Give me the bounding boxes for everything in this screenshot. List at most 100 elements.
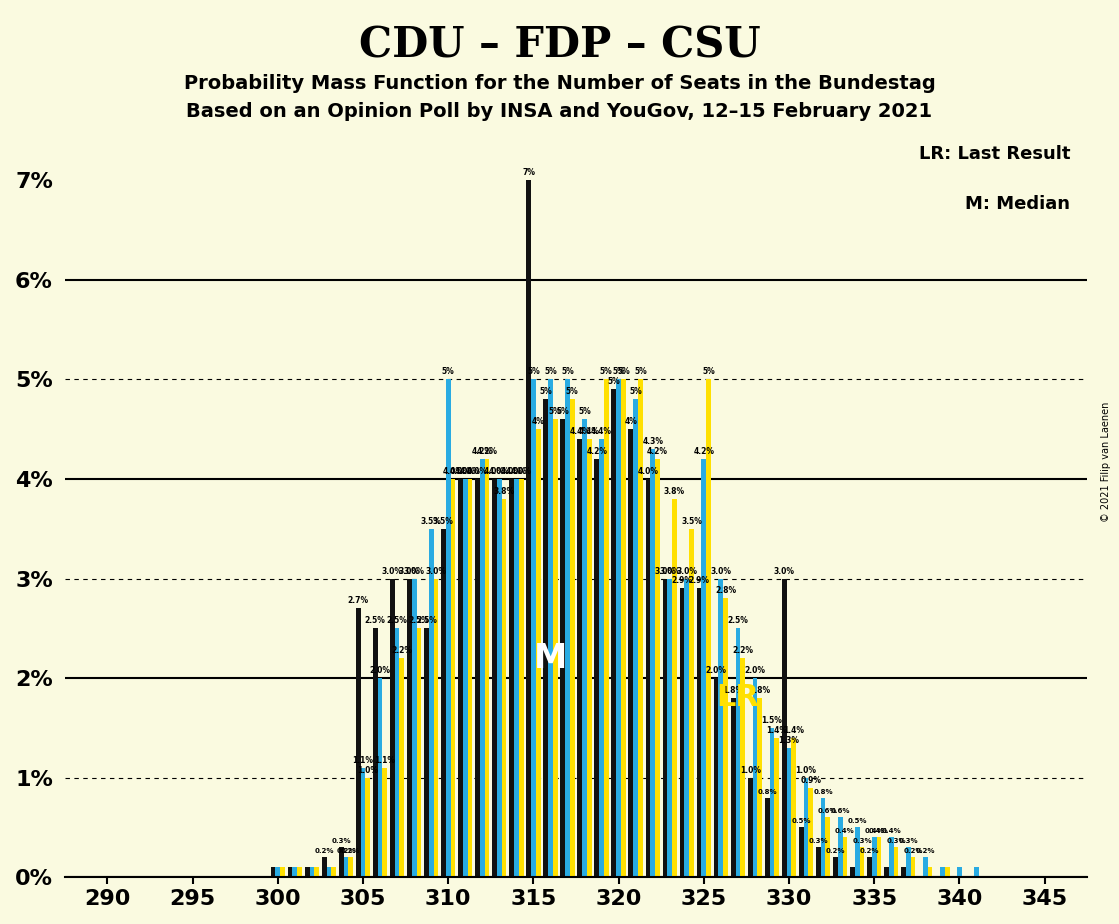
Text: 3.0%: 3.0%	[425, 566, 446, 576]
Bar	[838, 818, 843, 877]
Bar	[633, 399, 638, 877]
Text: 0.2%: 0.2%	[903, 848, 923, 855]
Text: 2.7%: 2.7%	[348, 596, 369, 605]
Text: 1.8%: 1.8%	[723, 686, 744, 695]
Text: 4.4%: 4.4%	[579, 427, 600, 436]
Text: 5%: 5%	[527, 368, 539, 376]
Text: 3.0%: 3.0%	[404, 566, 424, 576]
Bar	[275, 868, 280, 877]
Bar	[480, 459, 485, 877]
Bar	[395, 628, 399, 877]
Text: Probability Mass Function for the Number of Seats in the Bundestag: Probability Mass Function for the Number…	[184, 74, 935, 93]
Text: 4.2%: 4.2%	[694, 447, 714, 456]
Text: 3.0%: 3.0%	[659, 566, 680, 576]
Text: 4.0%: 4.0%	[442, 467, 463, 476]
Bar	[901, 868, 906, 877]
Text: 4.2%: 4.2%	[477, 447, 498, 456]
Bar	[747, 778, 753, 877]
Text: 4.0%: 4.0%	[460, 467, 480, 476]
Bar	[799, 827, 803, 877]
Text: 1.0%: 1.0%	[357, 766, 378, 774]
Text: 4.2%: 4.2%	[586, 447, 608, 456]
Bar	[599, 439, 604, 877]
Bar	[911, 857, 915, 877]
Text: 5%: 5%	[600, 368, 613, 376]
Text: 0.8%: 0.8%	[758, 788, 777, 795]
Bar	[714, 678, 718, 877]
Bar	[876, 837, 882, 877]
Text: 0.2%: 0.2%	[341, 848, 360, 855]
Bar	[327, 868, 331, 877]
Bar	[501, 499, 507, 877]
Bar	[706, 380, 711, 877]
Text: 5%: 5%	[629, 387, 642, 396]
Bar	[791, 737, 797, 877]
Bar	[378, 678, 383, 877]
Text: 4.0%: 4.0%	[489, 467, 510, 476]
Text: 4.2%: 4.2%	[647, 447, 668, 456]
Text: 5%: 5%	[561, 368, 574, 376]
Bar	[587, 439, 592, 877]
Text: 4.0%: 4.0%	[638, 467, 658, 476]
Bar	[855, 827, 859, 877]
Text: 0.3%: 0.3%	[886, 838, 906, 845]
Bar	[621, 380, 626, 877]
Bar	[322, 857, 327, 877]
Bar	[782, 578, 787, 877]
Bar	[314, 868, 319, 877]
Text: 0.3%: 0.3%	[899, 838, 918, 845]
Text: 0.4%: 0.4%	[869, 829, 888, 834]
Bar	[884, 868, 888, 877]
Text: 0.3%: 0.3%	[853, 838, 872, 845]
Bar	[928, 868, 932, 877]
Bar	[570, 399, 575, 877]
Bar	[344, 857, 348, 877]
Bar	[366, 778, 370, 877]
Text: 5%: 5%	[544, 368, 557, 376]
Bar	[957, 868, 962, 877]
Bar	[702, 459, 706, 877]
Bar	[492, 479, 497, 877]
Bar	[463, 479, 468, 877]
Text: 2.2%: 2.2%	[732, 646, 753, 655]
Text: 3.0%: 3.0%	[773, 566, 794, 576]
Text: 0.2%: 0.2%	[915, 848, 935, 855]
Bar	[646, 479, 650, 877]
Bar	[650, 449, 655, 877]
Bar	[808, 787, 814, 877]
Bar	[407, 578, 412, 877]
Text: 5%: 5%	[442, 368, 454, 376]
Bar	[850, 868, 855, 877]
Bar	[974, 868, 979, 877]
Text: 2.5%: 2.5%	[416, 616, 436, 626]
Text: 4.3%: 4.3%	[642, 437, 664, 446]
Bar	[833, 857, 838, 877]
Text: 2.2%: 2.2%	[392, 646, 413, 655]
Text: 3.0%: 3.0%	[382, 566, 403, 576]
Text: 2.5%: 2.5%	[727, 616, 749, 626]
Bar	[476, 479, 480, 877]
Bar	[894, 847, 899, 877]
Text: 3.5%: 3.5%	[433, 517, 454, 526]
Text: 3.8%: 3.8%	[664, 487, 685, 496]
Text: 1.4%: 1.4%	[767, 726, 788, 735]
Bar	[673, 499, 677, 877]
Bar	[867, 857, 872, 877]
Bar	[536, 429, 540, 877]
Bar	[697, 589, 702, 877]
Text: 0.6%: 0.6%	[818, 808, 838, 814]
Bar	[906, 847, 911, 877]
Bar	[826, 818, 830, 877]
Bar	[787, 748, 791, 877]
Text: © 2021 Filip van Laenen: © 2021 Filip van Laenen	[1101, 402, 1110, 522]
Text: 4.0%: 4.0%	[485, 467, 505, 476]
Text: 4.4%: 4.4%	[591, 427, 612, 436]
Text: 2.0%: 2.0%	[369, 666, 391, 675]
Text: 5%: 5%	[579, 407, 591, 416]
Bar	[679, 589, 685, 877]
Bar	[433, 578, 439, 877]
Bar	[940, 868, 944, 877]
Bar	[655, 459, 660, 877]
Text: 0.3%: 0.3%	[809, 838, 828, 845]
Text: 1.4%: 1.4%	[783, 726, 805, 735]
